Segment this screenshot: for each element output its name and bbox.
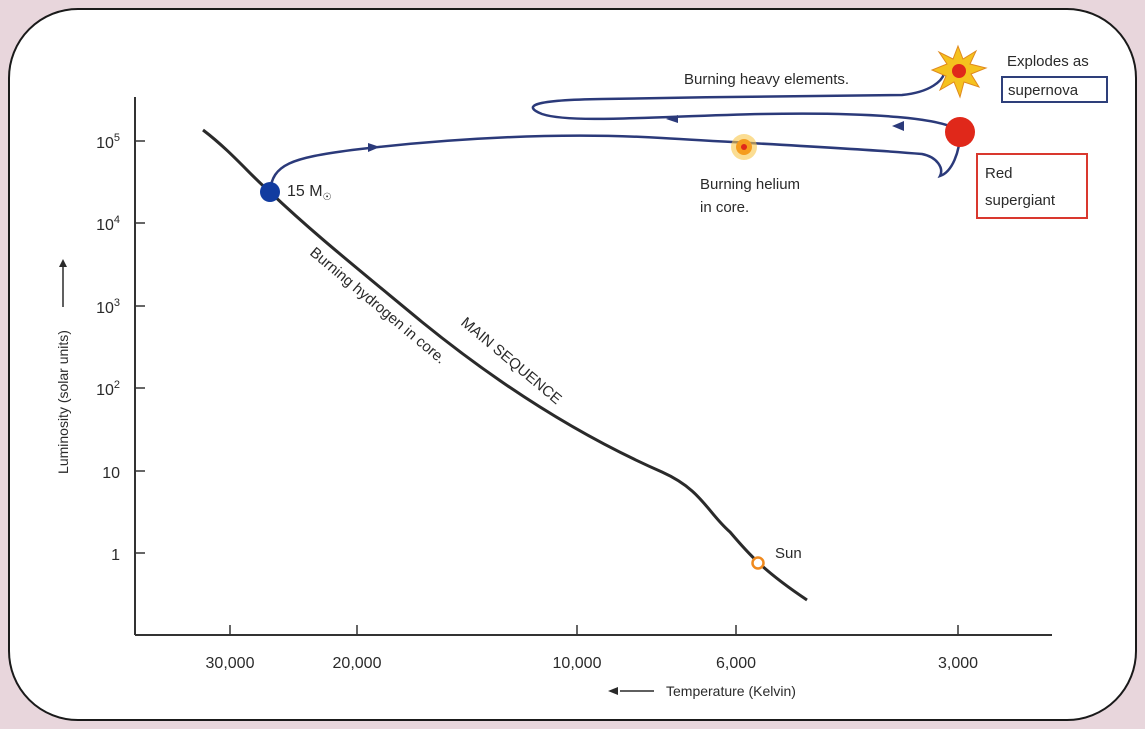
y-ticks — [135, 140, 145, 554]
burning-hydrogen-label: Burning hydrogen in core. — [306, 244, 449, 367]
evolution-track — [268, 73, 962, 193]
y-tick-label: 103 — [96, 297, 120, 317]
x-axis-title: Temperature (Kelvin) — [666, 683, 796, 699]
star-15-solar-mass-dot — [260, 182, 280, 202]
x-tick-label: 20,000 — [333, 655, 382, 672]
red-supergiant-dot — [945, 117, 975, 147]
y-tick-label: 1 — [111, 547, 120, 564]
diagram-frame: 105 104 103 102 10 1 30,000 20,000 10,00… — [8, 8, 1137, 721]
sun-label: Sun — [775, 545, 802, 562]
x-tick-label: 10,000 — [553, 655, 602, 672]
y-axis-title: Luminosity (solar units) — [55, 330, 71, 474]
star-mass-label: 15 M☉ — [287, 183, 332, 203]
x-ticks — [229, 625, 959, 635]
burning-heavy-label: Burning heavy elements. — [684, 71, 849, 88]
red-supergiant-box — [976, 153, 1088, 219]
sun-dot — [751, 556, 765, 570]
x-tick-label: 3,000 — [938, 655, 978, 672]
x-tick-label: 6,000 — [716, 655, 756, 672]
explodes-as-label: Explodes as — [1007, 53, 1089, 70]
supernova-burst-icon — [930, 44, 988, 99]
y-tick-label: 104 — [96, 214, 120, 234]
track-arrow-right — [368, 143, 380, 152]
track-arrow-left-lower — [892, 121, 904, 131]
track-arrow-left-upper — [666, 115, 678, 123]
stellar-evolution-diagram: 105 104 103 102 10 1 30,000 20,000 10,00… — [55, 44, 1108, 699]
supernova-label: supernova — [1008, 82, 1079, 99]
y-tick-label: 105 — [96, 132, 120, 152]
y-tick-label: 10 — [102, 465, 120, 482]
burning-helium-label: Burning helium in core. — [700, 176, 804, 216]
red-supergiant-label: Red supergiant — [985, 165, 1056, 209]
y-tick-label: 102 — [96, 379, 120, 399]
x-tick-label: 30,000 — [206, 655, 255, 672]
supernova-box — [1001, 76, 1108, 103]
